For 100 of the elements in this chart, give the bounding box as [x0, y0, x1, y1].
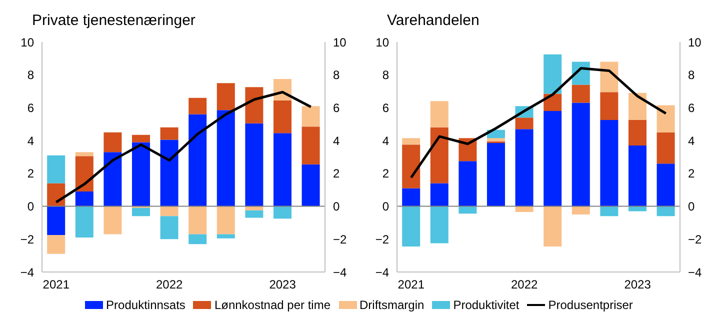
bar: [402, 144, 420, 188]
bar: [600, 120, 618, 206]
bar: [47, 206, 66, 236]
y-tick-label: 10: [20, 35, 34, 50]
bar: [160, 127, 178, 140]
y-tick-label: −2: [20, 232, 34, 246]
legend-label: Driftsmargin: [358, 298, 424, 312]
bar: [486, 138, 505, 142]
bar: [216, 83, 235, 110]
legend-label: Produktinnsats: [105, 298, 186, 312]
y2-tick-label: 6: [688, 100, 695, 115]
y-tick-label: 0: [382, 200, 390, 214]
bar: [132, 134, 150, 142]
y2-tick-label: 10: [688, 35, 702, 50]
x-tick-label: 2022: [511, 278, 538, 292]
line-series: [54, 90, 312, 204]
y2-tick-label: 0: [688, 200, 695, 214]
y2-tick-label: −2: [688, 232, 702, 246]
bar: [273, 100, 292, 134]
bar: [160, 140, 178, 206]
y2-tick-label: 8: [688, 68, 695, 82]
bar: [515, 129, 534, 206]
bar: [273, 206, 292, 219]
bar: [75, 206, 94, 238]
y2-tick-label: −4: [688, 265, 702, 280]
bar: [600, 92, 618, 120]
bar: [430, 127, 448, 184]
bar: [132, 142, 150, 206]
bar: [402, 188, 420, 206]
y2-tick-label: −4: [333, 265, 348, 280]
bar: [245, 87, 264, 124]
y-tick-label: 0: [27, 200, 34, 214]
bar: [273, 133, 292, 206]
bar: [600, 62, 618, 92]
bar: [104, 132, 122, 152]
y-tick-label: 8: [382, 68, 390, 82]
bar: [628, 120, 646, 146]
bar: [458, 161, 477, 206]
y-tick-label: 6: [27, 100, 34, 115]
bar: [132, 208, 150, 216]
bar: [572, 206, 590, 214]
bar: [188, 206, 207, 234]
bar: [430, 206, 448, 244]
bar: [188, 98, 207, 114]
y-tick-label: 6: [382, 100, 390, 115]
y-tick-label: 2: [27, 166, 34, 181]
bar: [430, 183, 448, 206]
x-tick-label: 2022: [156, 278, 184, 292]
bar: [302, 126, 320, 164]
y2-tick-label: 4: [688, 134, 695, 148]
bar: [245, 210, 264, 218]
bar: [402, 138, 420, 145]
y-tick-label: 8: [27, 68, 34, 82]
y-tick-label: −2: [375, 232, 390, 246]
y-tick-label: 4: [27, 134, 34, 148]
chart-title: Private tjenestenæringer: [31, 11, 196, 31]
y2-tick-label: 2: [333, 166, 340, 181]
bar: [104, 206, 122, 234]
bar: [515, 118, 534, 130]
bar: [160, 206, 178, 216]
bar: [47, 235, 66, 254]
bar: [430, 101, 448, 128]
y2-tick-label: 6: [333, 100, 340, 115]
y2-tick-label: 10: [333, 35, 347, 50]
y2-tick-label: 8: [333, 68, 340, 82]
bar: [656, 206, 675, 216]
bar: [245, 123, 264, 206]
bar: [600, 206, 618, 216]
bar: [75, 156, 94, 192]
line-series: [410, 67, 668, 179]
bar: [486, 143, 505, 206]
bar: [656, 132, 675, 164]
bar: [160, 216, 178, 240]
y2-tick-label: 4: [333, 134, 340, 148]
bar: [628, 146, 646, 206]
y-tick-label: 2: [382, 166, 390, 181]
y2-tick-label: 0: [333, 200, 340, 214]
bar: [75, 152, 94, 156]
legend-label: Produktivitet: [452, 298, 520, 312]
y-tick-label: 4: [382, 134, 390, 148]
bar: [302, 164, 320, 206]
bar: [572, 84, 590, 103]
bar: [302, 106, 320, 127]
x-tick-label: 2023: [269, 278, 296, 292]
bar: [656, 105, 675, 132]
bar: [544, 206, 562, 247]
x-tick-label: 2021: [42, 278, 70, 292]
bar: [104, 152, 122, 206]
bar: [544, 54, 562, 94]
bar: [544, 111, 562, 206]
x-tick-label: 2023: [624, 278, 652, 292]
y2-tick-label: 2: [688, 166, 695, 181]
legend-label: Lønnkostnad per time: [213, 298, 330, 312]
bar: [628, 92, 646, 120]
y-tick-label: −4: [375, 265, 390, 280]
bar: [572, 102, 590, 206]
y-tick-label: −4: [20, 265, 34, 280]
x-tick-label: 2021: [398, 278, 425, 292]
y2-tick-label: −2: [333, 232, 348, 246]
bar: [75, 192, 94, 206]
